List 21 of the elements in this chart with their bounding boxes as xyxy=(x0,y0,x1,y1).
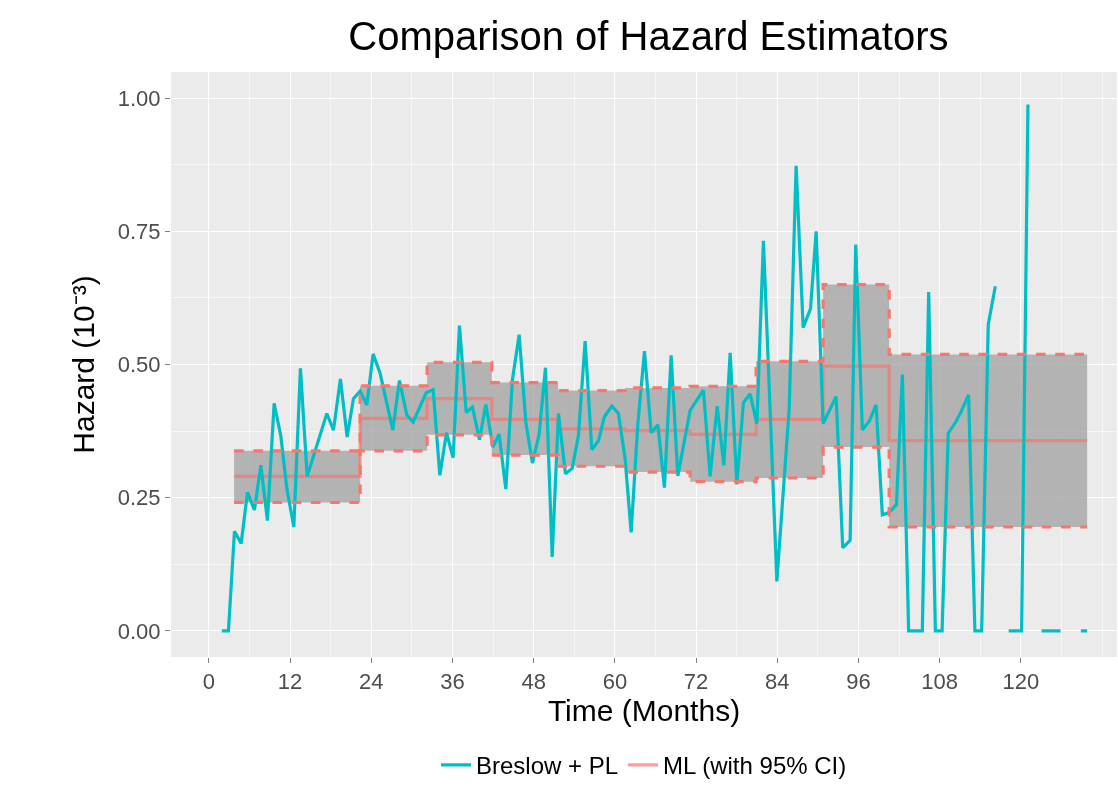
x-tick-label: 24 xyxy=(359,669,384,695)
chart-title: Comparison of Hazard Estimators xyxy=(348,13,949,58)
x-tick-label: 108 xyxy=(921,669,959,695)
x-tick-label: 0 xyxy=(202,669,216,695)
legend-label: Breslow + PL xyxy=(476,752,619,780)
y-axis-title: Hazard (10⁻³) xyxy=(66,275,100,454)
x-tick-label: 96 xyxy=(846,669,871,695)
y-tick-label: 0.50 xyxy=(117,352,161,378)
y-tick-label: 0.75 xyxy=(117,219,161,244)
x-tick-label: 12 xyxy=(277,669,303,695)
x-tick-label: 120 xyxy=(1002,669,1040,695)
x-tick-label: 48 xyxy=(521,669,546,695)
x-tick-label: 36 xyxy=(440,669,465,695)
y-tick-label: 0.25 xyxy=(117,485,161,511)
y-tick-label: 0.00 xyxy=(117,618,161,644)
x-axis-title: Time (Months) xyxy=(547,694,741,728)
x-tick-label: 84 xyxy=(765,669,790,695)
x-tick-label: 72 xyxy=(683,669,709,695)
x-tick-label: 60 xyxy=(602,669,628,695)
y-tick-label: 1.00 xyxy=(117,85,161,111)
legend-label: ML (with 95% CI) xyxy=(663,752,847,780)
